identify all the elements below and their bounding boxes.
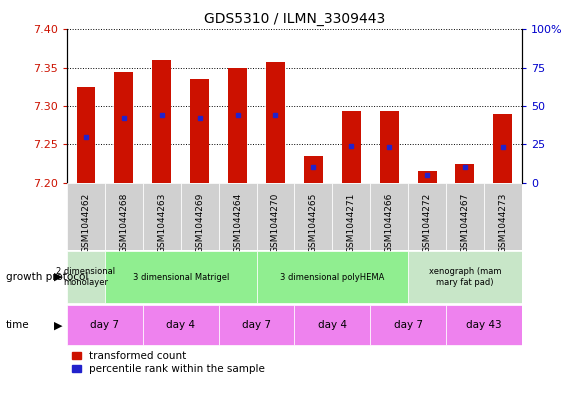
Bar <box>219 305 294 345</box>
Bar <box>332 183 370 250</box>
Text: GSM1044265: GSM1044265 <box>309 193 318 253</box>
Bar <box>143 305 219 345</box>
Legend: transformed count, percentile rank within the sample: transformed count, percentile rank withi… <box>72 351 265 374</box>
Bar <box>455 163 475 183</box>
Bar <box>484 183 522 250</box>
Bar <box>380 112 399 183</box>
Bar <box>257 183 294 250</box>
Text: xenograph (mam
mary fat pad): xenograph (mam mary fat pad) <box>429 267 501 287</box>
Text: day 7: day 7 <box>394 320 423 330</box>
Bar <box>105 251 257 303</box>
Title: GDS5310 / ILMN_3309443: GDS5310 / ILMN_3309443 <box>204 12 385 26</box>
Bar <box>105 183 143 250</box>
Text: 3 dimensional polyHEMA: 3 dimensional polyHEMA <box>280 273 385 281</box>
Text: GSM1044272: GSM1044272 <box>423 193 431 253</box>
Bar <box>342 112 361 183</box>
Text: day 4: day 4 <box>318 320 347 330</box>
Bar <box>152 60 171 183</box>
Text: day 4: day 4 <box>166 320 195 330</box>
Bar <box>257 251 408 303</box>
Bar <box>294 183 332 250</box>
Text: GSM1044264: GSM1044264 <box>233 193 242 253</box>
Bar <box>67 251 105 303</box>
Bar <box>417 171 437 183</box>
Text: day 7: day 7 <box>242 320 271 330</box>
Bar <box>190 79 209 183</box>
Text: ▶: ▶ <box>54 272 62 282</box>
Bar <box>114 72 134 183</box>
Text: GSM1044266: GSM1044266 <box>385 193 394 253</box>
Text: day 7: day 7 <box>90 320 120 330</box>
Bar <box>408 183 446 250</box>
Text: GSM1044273: GSM1044273 <box>498 193 507 253</box>
Text: GSM1044270: GSM1044270 <box>271 193 280 253</box>
Text: GSM1044268: GSM1044268 <box>120 193 128 253</box>
Text: GSM1044267: GSM1044267 <box>461 193 469 253</box>
Bar <box>266 62 285 183</box>
Bar <box>304 156 323 183</box>
Bar <box>408 251 522 303</box>
Bar <box>228 68 247 183</box>
Text: GSM1044269: GSM1044269 <box>195 193 204 253</box>
Bar <box>370 305 446 345</box>
Bar <box>219 183 257 250</box>
Text: GSM1044262: GSM1044262 <box>82 193 90 253</box>
Bar <box>493 114 512 183</box>
Text: time: time <box>6 320 30 330</box>
Text: GSM1044263: GSM1044263 <box>157 193 166 253</box>
Bar <box>76 87 96 183</box>
Bar <box>446 305 522 345</box>
Text: 2 dimensional
monolayer: 2 dimensional monolayer <box>57 267 115 287</box>
Text: day 43: day 43 <box>466 320 502 330</box>
Bar <box>67 305 143 345</box>
Text: growth protocol: growth protocol <box>6 272 88 282</box>
Bar <box>294 305 370 345</box>
Bar <box>370 183 408 250</box>
Text: 3 dimensional Matrigel: 3 dimensional Matrigel <box>132 273 229 281</box>
Bar <box>446 183 484 250</box>
Bar <box>181 183 219 250</box>
Text: GSM1044271: GSM1044271 <box>347 193 356 253</box>
Bar <box>67 183 105 250</box>
Bar <box>143 183 181 250</box>
Text: ▶: ▶ <box>54 320 62 330</box>
